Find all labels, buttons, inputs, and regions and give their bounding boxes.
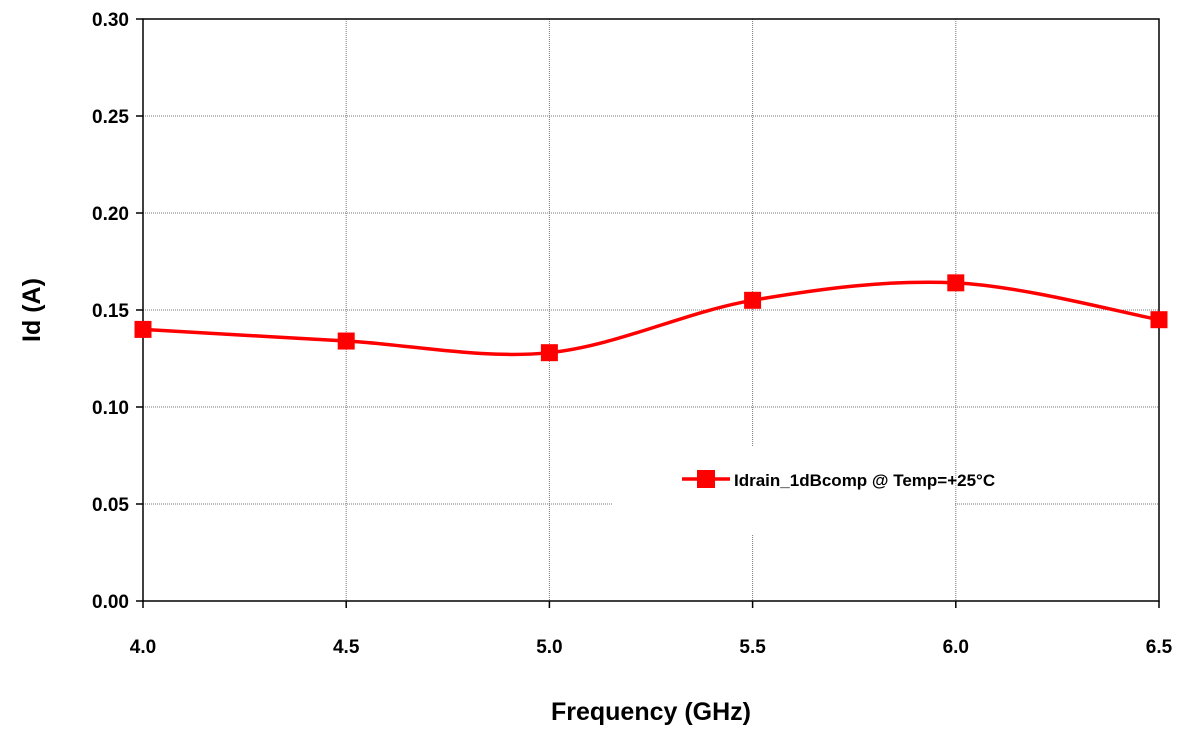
data-point-0-4 <box>947 274 965 292</box>
y-tick-label-1: 0.05 <box>92 495 129 516</box>
data-point-0-2 <box>540 344 558 362</box>
x-tick-label-5: 6.5 <box>1146 637 1173 658</box>
x-axis-ticks: 4.0 4.5 5.0 5.5 6.0 6.5 <box>130 601 1173 658</box>
series-layer <box>134 274 1168 362</box>
data-point-0-3 <box>744 291 762 309</box>
y-tick-label-6: 0.30 <box>92 10 129 31</box>
y-tick-label-0: 0.00 <box>92 592 129 613</box>
x-axis-title: Frequency (GHz) <box>551 698 751 726</box>
series-line-0 <box>142 280 1160 357</box>
y-tick-label-2: 0.10 <box>92 398 129 419</box>
grid-layer <box>143 19 1159 601</box>
x-tick-label-2: 5.0 <box>536 637 562 658</box>
data-point-0-5 <box>1150 311 1168 329</box>
legend-label: Idrain_1dBcomp @ Temp=+25°C <box>734 471 995 490</box>
x-tick-label-4: 6.0 <box>943 637 969 658</box>
legend: Idrain_1dBcomp @ Temp=+25°C <box>612 446 995 534</box>
y-tick-label-3: 0.15 <box>92 301 129 322</box>
data-point-0-0 <box>134 320 152 338</box>
x-tick-label-3: 5.5 <box>739 637 766 658</box>
x-tick-label-1: 4.5 <box>333 637 360 658</box>
y-axis-ticks: 0.00 0.05 0.10 0.15 0.20 0.25 0.30 <box>92 10 143 613</box>
legend-marker <box>697 470 715 488</box>
data-point-0-1 <box>337 332 355 350</box>
y-axis-title: Id (A) <box>18 278 46 342</box>
y-tick-label-4: 0.20 <box>92 204 129 225</box>
x-tick-label-0: 4.0 <box>130 637 156 658</box>
legend-background <box>612 446 954 534</box>
y-tick-label-5: 0.25 <box>92 107 129 128</box>
